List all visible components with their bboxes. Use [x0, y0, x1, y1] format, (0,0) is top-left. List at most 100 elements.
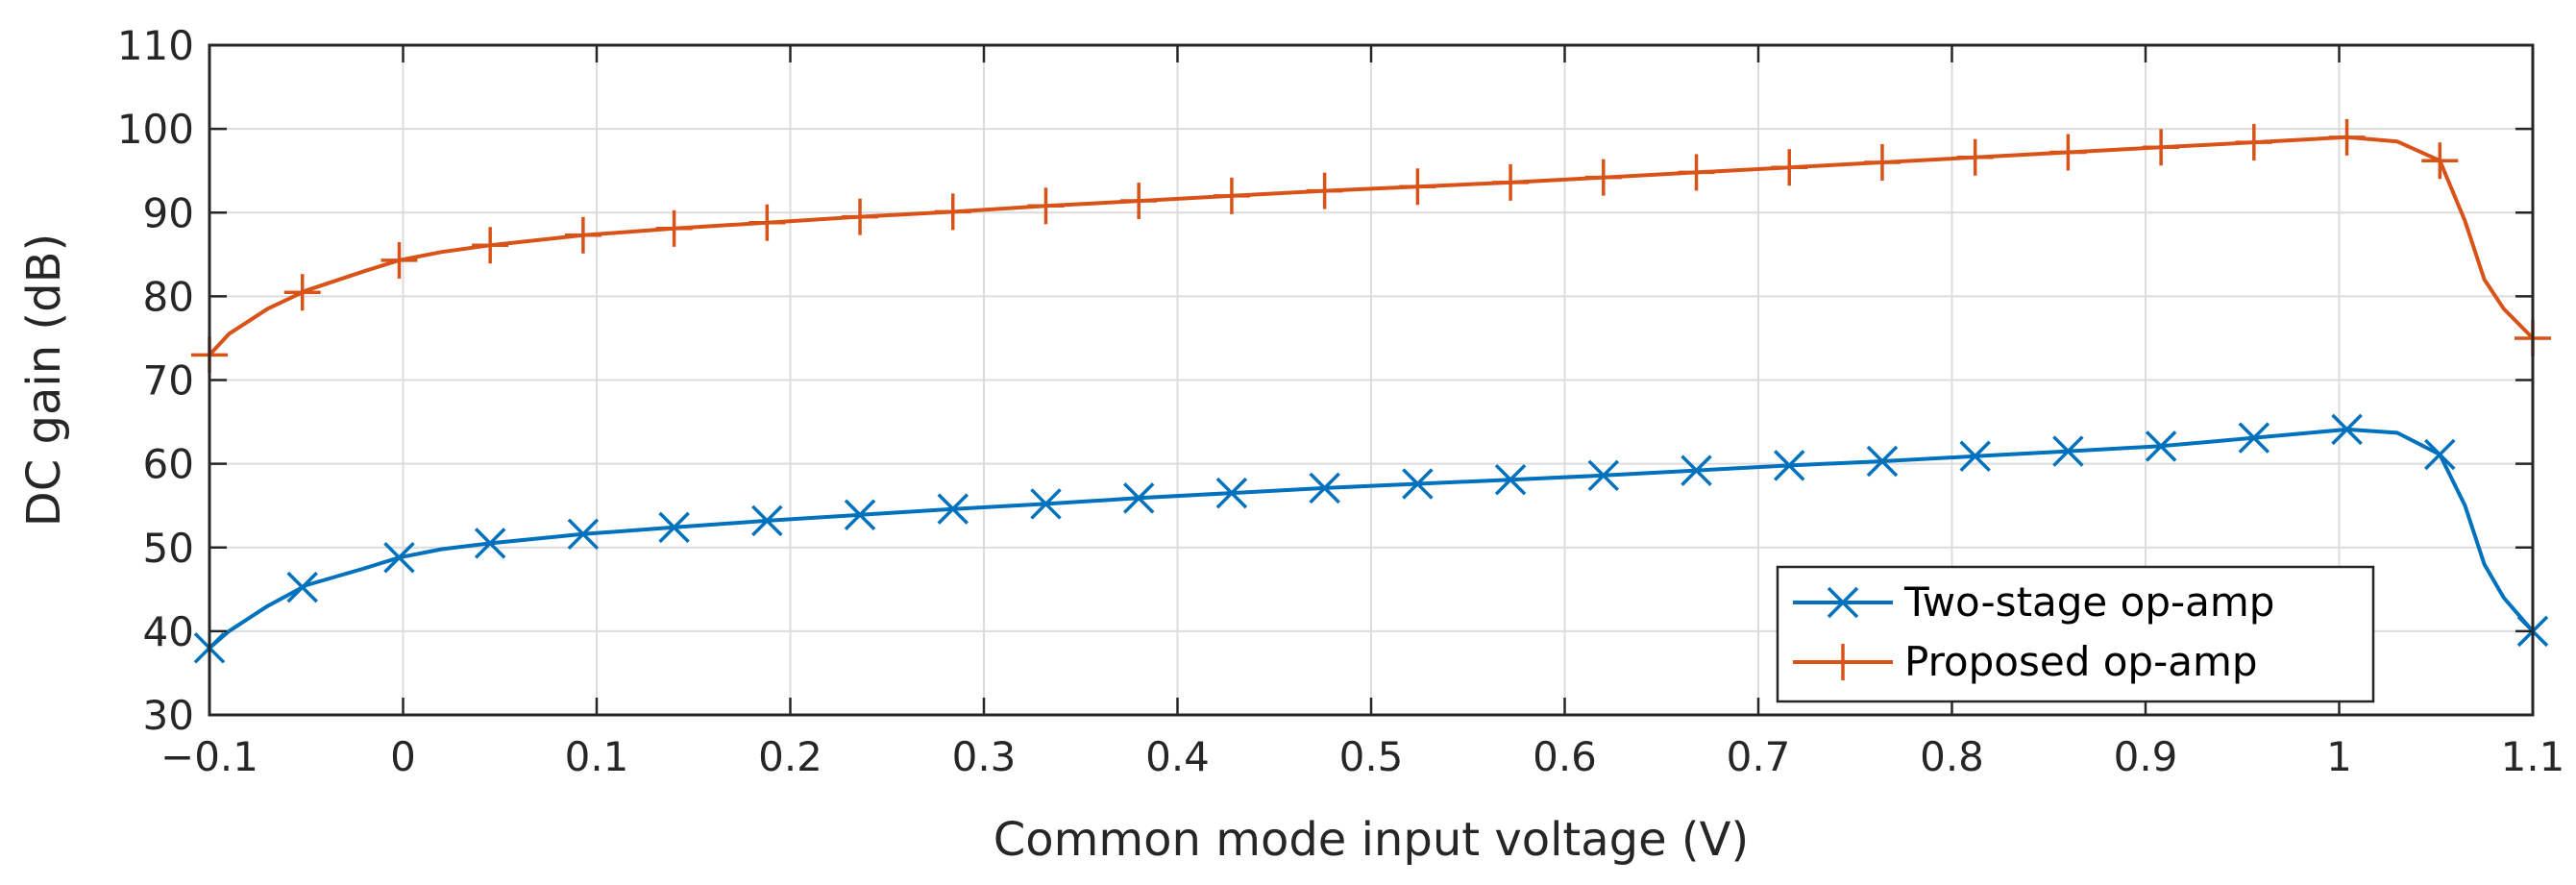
- data-point: [1492, 163, 1530, 201]
- data-point: [842, 198, 879, 235]
- data-point: [1122, 482, 1155, 514]
- data-point: [1399, 168, 1436, 206]
- data-point: [380, 241, 418, 279]
- legend-label: Two-stage op-amp: [1903, 578, 2274, 626]
- series-line: [208, 135, 2535, 356]
- y-tick-label: 40: [143, 608, 194, 655]
- data-point-marker: [1681, 455, 1712, 486]
- data-point: [1771, 149, 1808, 186]
- x-tick-label: 0.5: [1339, 733, 1404, 780]
- data-point: [1120, 183, 1158, 220]
- data-point-marker: [1122, 482, 1155, 514]
- x-tick-label: 0.2: [758, 733, 822, 780]
- data-point: [1306, 172, 1343, 209]
- data-point: [1215, 477, 1248, 509]
- data-point-marker: [2331, 413, 2363, 446]
- data-point: [1678, 154, 1715, 191]
- data-point: [283, 274, 321, 311]
- y-tick-label: 100: [117, 106, 194, 153]
- data-point: [1956, 138, 1994, 176]
- data-point-marker: [1309, 472, 1340, 504]
- data-point: [286, 571, 318, 603]
- data-point-marker: [2238, 422, 2270, 454]
- data-point: [751, 504, 783, 537]
- x-tick-label: 0.8: [1920, 733, 1984, 780]
- data-point-marker: [751, 504, 783, 537]
- data-point: [1027, 187, 1065, 225]
- data-point: [748, 204, 786, 241]
- data-point: [474, 528, 506, 559]
- x-tick-label: 0.4: [1145, 733, 1210, 780]
- data-point: [2328, 118, 2366, 156]
- data-point-marker: [2145, 430, 2177, 462]
- data-point: [1587, 459, 1620, 492]
- x-tick-label: 0.1: [565, 733, 629, 780]
- legend-entry: Two-stage op-amp: [1793, 578, 2274, 626]
- data-point-marker: [658, 511, 690, 544]
- data-point-marker: [844, 499, 876, 531]
- y-tick-label: 30: [143, 692, 194, 739]
- data-point: [567, 518, 600, 551]
- x-tick-label: 1.1: [2501, 733, 2565, 780]
- x-tick-label: 0.7: [1727, 733, 1791, 780]
- y-tick-label: 70: [143, 357, 194, 405]
- data-point: [2421, 142, 2459, 180]
- data-point: [655, 209, 693, 247]
- data-point-marker: [937, 493, 969, 525]
- data-point-marker: [1587, 459, 1620, 492]
- data-point: [2331, 413, 2363, 446]
- legend-marker: [1827, 586, 1859, 619]
- series-two-stage-op-amp: [193, 413, 2549, 664]
- legend-entries: Two-stage op-amp Proposed op-amp: [1793, 578, 2274, 685]
- data-point: [1030, 488, 1062, 520]
- legend-label: Proposed op-amp: [1904, 638, 2258, 685]
- data-point: [1866, 445, 1899, 478]
- data-point: [1213, 177, 1250, 214]
- data-point-marker: [1030, 488, 1062, 520]
- data-point: [1494, 463, 1527, 496]
- y-axis-title: DC gain (dB): [17, 234, 71, 527]
- data-point: [2143, 129, 2180, 166]
- x-tick-label: 0.9: [2114, 733, 2178, 780]
- data-point-marker: [1215, 477, 1248, 509]
- data-point-marker: [2424, 438, 2456, 471]
- x-tick-label: 1: [2326, 733, 2352, 780]
- data-point-marker: [1774, 450, 1805, 481]
- data-point: [1863, 143, 1901, 181]
- series-proposed-op-amp: [191, 118, 2551, 374]
- y-tick-label: 80: [143, 273, 194, 320]
- data-point: [2235, 124, 2272, 161]
- y-tick-label: 110: [117, 22, 194, 69]
- data-point: [564, 216, 601, 254]
- data-point: [844, 499, 876, 531]
- x-tick-label: 0.6: [1533, 733, 1597, 780]
- data-point-marker: [1494, 463, 1527, 496]
- x-axis-title: Common mode input voltage (V): [994, 813, 1749, 867]
- y-tick-label: 50: [143, 525, 194, 572]
- data-point: [1402, 468, 1434, 500]
- y-tick-labels: 30 40 50 60 70 80 90 100 110: [117, 22, 194, 739]
- data-point: [2238, 422, 2270, 454]
- data-point: [2049, 134, 2087, 171]
- data-point-marker: [1402, 468, 1434, 500]
- data-point: [2145, 430, 2177, 462]
- data-point: [1774, 450, 1805, 481]
- data-point: [472, 227, 509, 264]
- series-layer: [191, 118, 2551, 664]
- data-point: [2052, 435, 2084, 467]
- data-point: [1309, 472, 1340, 504]
- x-tick-label: 0: [390, 733, 416, 780]
- legend: Two-stage op-amp Proposed op-amp: [1776, 565, 2375, 703]
- series-line: [208, 427, 2535, 650]
- data-point: [2424, 438, 2456, 471]
- tick-marks: [208, 43, 2535, 717]
- legend-box: [1776, 565, 2375, 703]
- data-point-marker: [1959, 440, 1991, 473]
- data-point: [1584, 159, 1622, 196]
- data-point-marker: [286, 571, 318, 603]
- x-tick-label: −0.1: [160, 733, 258, 780]
- data-point-marker: [474, 528, 506, 559]
- data-point-marker: [383, 541, 415, 574]
- data-point: [1681, 455, 1712, 486]
